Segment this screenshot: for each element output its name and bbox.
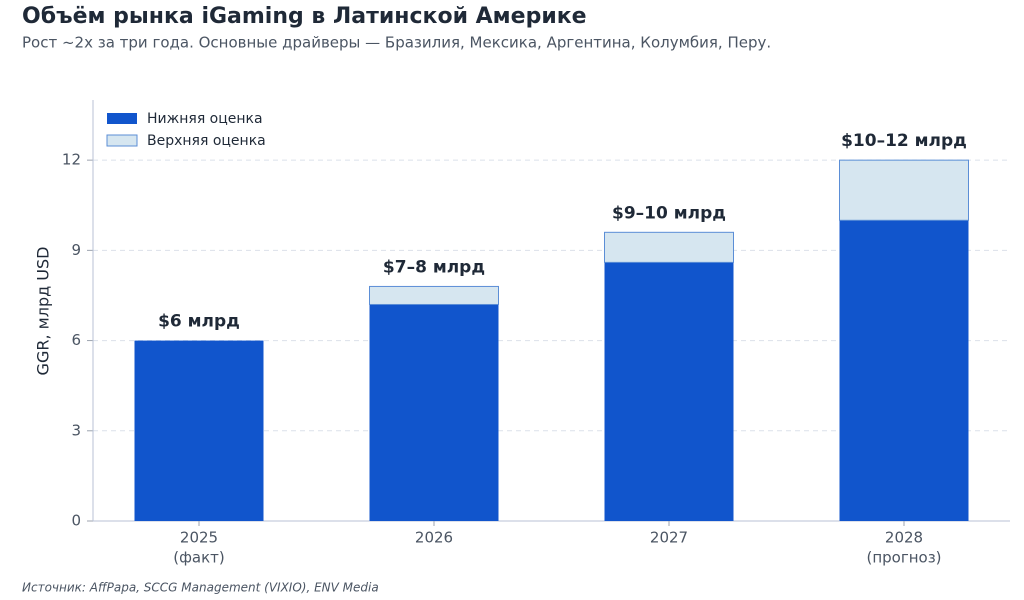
legend-label: Верхняя оценка bbox=[147, 133, 266, 149]
x-tick-label: 2027 bbox=[650, 529, 688, 547]
legend-swatch bbox=[106, 134, 138, 147]
bar-annotation: $10–12 млрд bbox=[841, 131, 967, 151]
bar-annotation: $6 млрд bbox=[158, 312, 240, 332]
source-note: Источник: AffPapa, SCCG Management (VIXI… bbox=[22, 581, 379, 595]
bar-segment bbox=[369, 285, 499, 305]
x-tick-label: 2028 bbox=[885, 529, 923, 547]
x-tick-label: 2025 bbox=[180, 529, 218, 547]
y-tick-label: 12 bbox=[62, 151, 81, 169]
legend-label: Нижняя оценка bbox=[147, 111, 263, 127]
bar-segment bbox=[839, 159, 969, 221]
x-tick-note: (прогноз) bbox=[866, 549, 941, 567]
bar-segment bbox=[369, 304, 499, 521]
bar-segment bbox=[604, 262, 734, 521]
bar-annotation: $9–10 млрд bbox=[612, 203, 726, 223]
x-tick-label: 2026 bbox=[415, 529, 453, 547]
bar-annotation: $7–8 млрд bbox=[383, 257, 485, 277]
y-tick-label: 6 bbox=[71, 331, 81, 349]
bar-segment bbox=[134, 340, 264, 521]
chart-subtitle: Рост ~2x за три года. Основные драйверы … bbox=[22, 34, 771, 52]
chart-title: Объём рынка iGaming в Латинской Америке bbox=[22, 4, 587, 29]
x-tick-note: (факт) bbox=[173, 549, 225, 567]
y-tick-label: 3 bbox=[71, 421, 81, 439]
bar-segment bbox=[604, 231, 734, 263]
y-tick-label: 0 bbox=[71, 512, 81, 530]
bar-segment bbox=[839, 220, 969, 522]
y-tick-label: 9 bbox=[71, 241, 81, 259]
y-axis-label: GGR, млрд USD bbox=[34, 247, 53, 376]
legend-swatch bbox=[107, 113, 137, 124]
